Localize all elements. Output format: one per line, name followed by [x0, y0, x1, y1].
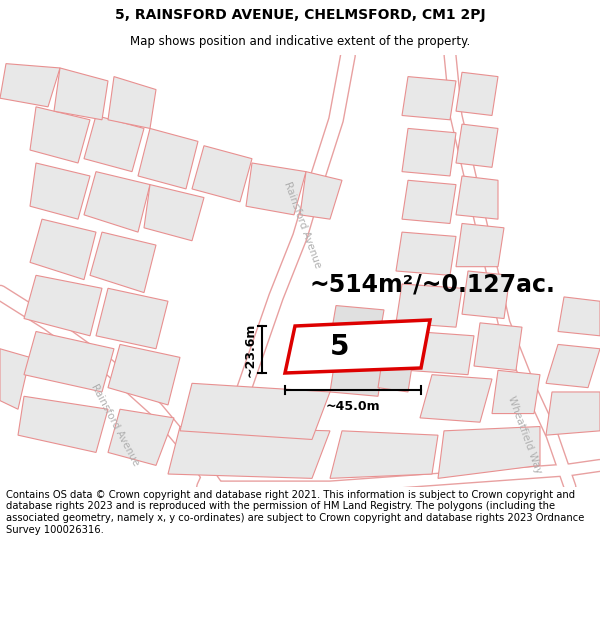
Polygon shape [168, 426, 330, 478]
Polygon shape [402, 77, 456, 120]
Polygon shape [138, 129, 198, 189]
Polygon shape [24, 331, 114, 392]
Polygon shape [0, 64, 60, 107]
Polygon shape [330, 306, 384, 344]
Text: Rainsford Avenue: Rainsford Avenue [89, 382, 141, 468]
Polygon shape [456, 176, 498, 219]
Text: ~45.0m: ~45.0m [326, 399, 380, 412]
Polygon shape [396, 284, 462, 327]
Polygon shape [84, 172, 150, 232]
Polygon shape [330, 431, 438, 478]
Polygon shape [108, 344, 180, 405]
Polygon shape [24, 276, 102, 336]
Polygon shape [438, 426, 540, 478]
Polygon shape [546, 344, 600, 388]
Text: ~514m²/~0.127ac.: ~514m²/~0.127ac. [310, 273, 556, 297]
Polygon shape [420, 374, 492, 423]
Polygon shape [474, 323, 522, 371]
Polygon shape [402, 180, 456, 224]
Polygon shape [18, 396, 108, 452]
Polygon shape [30, 163, 90, 219]
Text: ~23.6m: ~23.6m [244, 322, 257, 377]
Polygon shape [96, 288, 168, 349]
Polygon shape [84, 116, 144, 172]
Text: Contains OS data © Crown copyright and database right 2021. This information is : Contains OS data © Crown copyright and d… [6, 490, 584, 534]
Text: Wheatfield Way: Wheatfield Way [506, 395, 544, 475]
Polygon shape [378, 349, 414, 392]
Text: Map shows position and indicative extent of the property.: Map shows position and indicative extent… [130, 35, 470, 48]
Polygon shape [54, 68, 108, 120]
Polygon shape [30, 219, 96, 279]
Polygon shape [180, 383, 330, 439]
Polygon shape [408, 331, 474, 374]
Polygon shape [402, 129, 456, 176]
Polygon shape [456, 72, 498, 116]
Polygon shape [558, 297, 600, 336]
Polygon shape [90, 232, 156, 292]
Polygon shape [462, 271, 510, 319]
Text: Rainsford Avenue: Rainsford Avenue [281, 181, 322, 269]
Polygon shape [144, 184, 204, 241]
Polygon shape [396, 232, 456, 276]
Polygon shape [246, 163, 306, 215]
Polygon shape [492, 371, 540, 414]
Polygon shape [300, 172, 342, 219]
Polygon shape [30, 107, 90, 163]
Polygon shape [456, 224, 504, 267]
Text: 5: 5 [330, 332, 349, 361]
Polygon shape [456, 124, 498, 168]
Polygon shape [108, 409, 174, 466]
Polygon shape [330, 353, 384, 396]
Polygon shape [0, 349, 30, 409]
Polygon shape [546, 392, 600, 435]
Polygon shape [285, 320, 430, 373]
Polygon shape [108, 77, 156, 129]
Polygon shape [192, 146, 252, 202]
Text: 5, RAINSFORD AVENUE, CHELMSFORD, CM1 2PJ: 5, RAINSFORD AVENUE, CHELMSFORD, CM1 2PJ [115, 8, 485, 22]
